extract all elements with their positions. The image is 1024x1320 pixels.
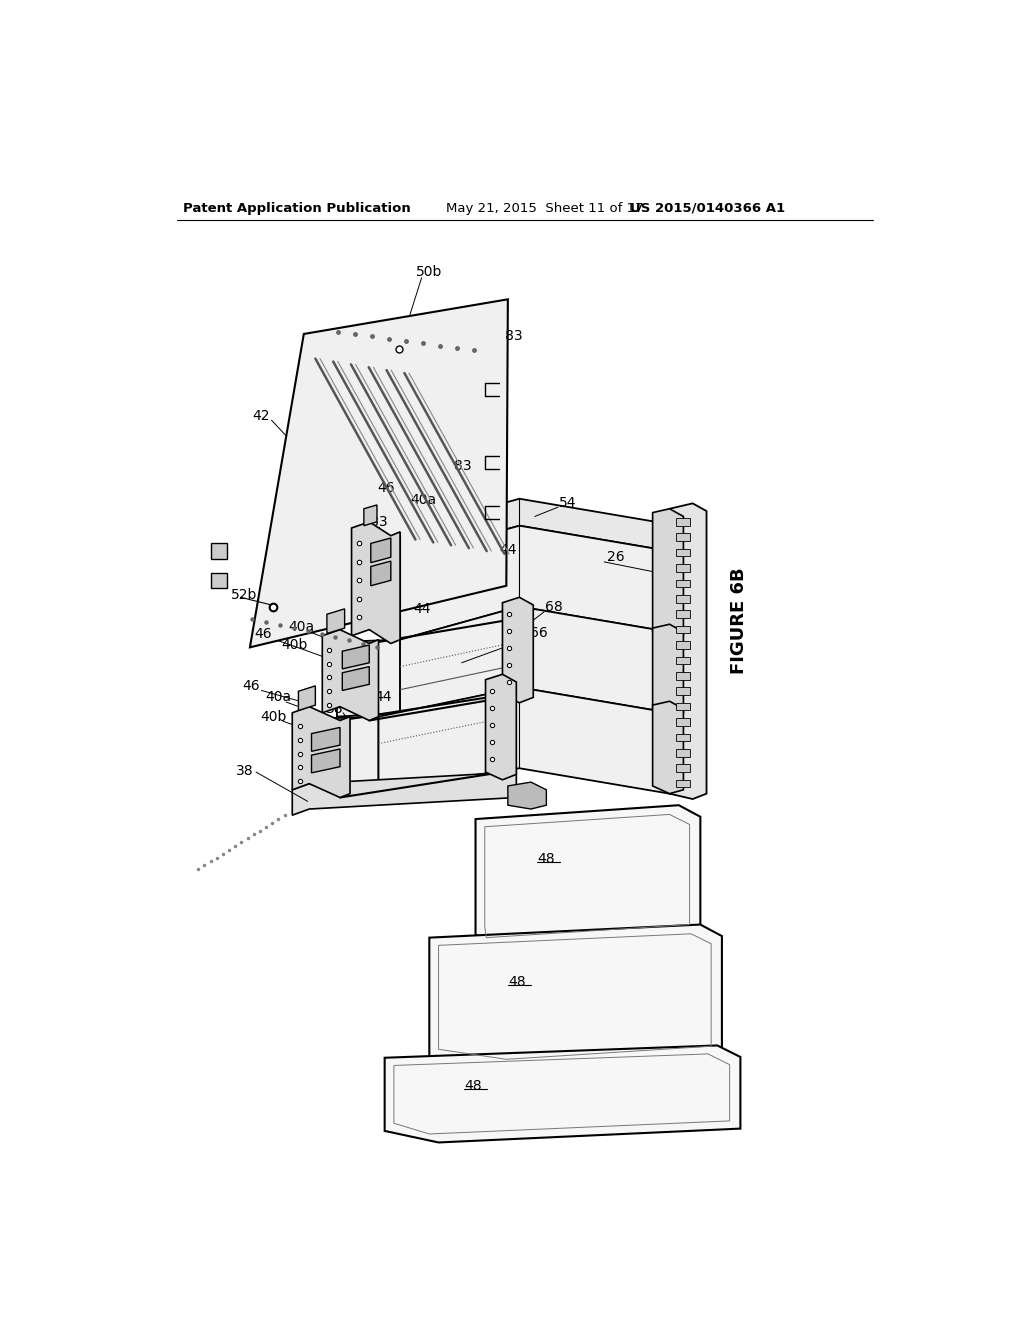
Polygon shape	[342, 667, 370, 690]
Text: 38: 38	[236, 763, 253, 777]
Text: 50b: 50b	[416, 265, 442, 280]
Polygon shape	[351, 521, 400, 644]
Polygon shape	[503, 598, 534, 702]
Polygon shape	[298, 686, 315, 710]
Polygon shape	[676, 564, 689, 572]
Polygon shape	[250, 300, 508, 647]
Text: 46: 46	[254, 627, 271, 642]
Polygon shape	[379, 688, 670, 793]
Text: 54: 54	[559, 495, 577, 510]
Polygon shape	[676, 764, 689, 772]
Polygon shape	[211, 544, 226, 558]
Text: 48: 48	[465, 1080, 482, 1093]
Text: 40a: 40a	[289, 619, 314, 634]
Text: 48: 48	[508, 975, 526, 989]
Polygon shape	[327, 609, 345, 634]
Polygon shape	[676, 702, 689, 710]
Polygon shape	[311, 727, 340, 751]
Text: US 2015/0140366 A1: US 2015/0140366 A1	[630, 202, 784, 215]
Polygon shape	[676, 780, 689, 788]
Polygon shape	[652, 701, 683, 793]
Polygon shape	[307, 717, 379, 793]
Polygon shape	[652, 624, 683, 717]
Polygon shape	[311, 748, 340, 774]
Text: Patent Application Publication: Patent Application Publication	[183, 202, 411, 215]
Text: 68: 68	[545, 601, 563, 614]
Text: 40a: 40a	[410, 492, 436, 507]
Polygon shape	[676, 517, 689, 525]
Polygon shape	[676, 533, 689, 541]
Polygon shape	[292, 706, 350, 797]
Text: 40b: 40b	[260, 710, 286, 723]
Polygon shape	[676, 734, 689, 742]
Polygon shape	[400, 607, 670, 713]
Text: 66: 66	[529, 627, 548, 640]
Text: 46: 46	[243, 678, 260, 693]
Text: 48: 48	[538, 853, 555, 866]
Polygon shape	[676, 748, 689, 756]
Polygon shape	[342, 645, 370, 669]
Polygon shape	[676, 672, 689, 680]
Polygon shape	[429, 924, 722, 1069]
Polygon shape	[676, 642, 689, 649]
Text: 44: 44	[413, 602, 430, 616]
Polygon shape	[676, 579, 689, 587]
Polygon shape	[508, 781, 547, 809]
Text: 83: 83	[455, 459, 472, 474]
Polygon shape	[400, 499, 670, 558]
Text: 38: 38	[326, 702, 343, 715]
Polygon shape	[364, 506, 377, 525]
Polygon shape	[292, 772, 516, 816]
Polygon shape	[676, 610, 689, 618]
Polygon shape	[676, 595, 689, 603]
Polygon shape	[211, 573, 226, 589]
Text: 38: 38	[356, 591, 374, 606]
Text: 42: 42	[253, 409, 270, 424]
Polygon shape	[323, 630, 379, 721]
Polygon shape	[400, 525, 670, 640]
Text: 83: 83	[505, 329, 523, 342]
Text: FIGURE 6B: FIGURE 6B	[730, 568, 748, 673]
Polygon shape	[385, 1045, 740, 1143]
Text: 44: 44	[499, 543, 517, 557]
Text: 46: 46	[378, 480, 395, 495]
Polygon shape	[676, 688, 689, 696]
Text: 40a: 40a	[265, 690, 292, 705]
Polygon shape	[676, 718, 689, 726]
Polygon shape	[475, 805, 700, 945]
Polygon shape	[676, 549, 689, 557]
Text: 44: 44	[375, 690, 392, 705]
Polygon shape	[676, 626, 689, 634]
Polygon shape	[652, 508, 683, 640]
Text: 40b: 40b	[359, 527, 386, 541]
Text: 52b: 52b	[231, 587, 258, 602]
Text: 40b: 40b	[282, 638, 308, 652]
Text: 83: 83	[370, 515, 387, 529]
Text: May 21, 2015  Sheet 11 of 17: May 21, 2015 Sheet 11 of 17	[446, 202, 644, 215]
Polygon shape	[337, 640, 400, 717]
Text: 26: 26	[607, 550, 625, 564]
Polygon shape	[371, 539, 391, 562]
Polygon shape	[670, 503, 707, 799]
Polygon shape	[485, 675, 516, 780]
Polygon shape	[371, 561, 391, 586]
Polygon shape	[676, 656, 689, 664]
